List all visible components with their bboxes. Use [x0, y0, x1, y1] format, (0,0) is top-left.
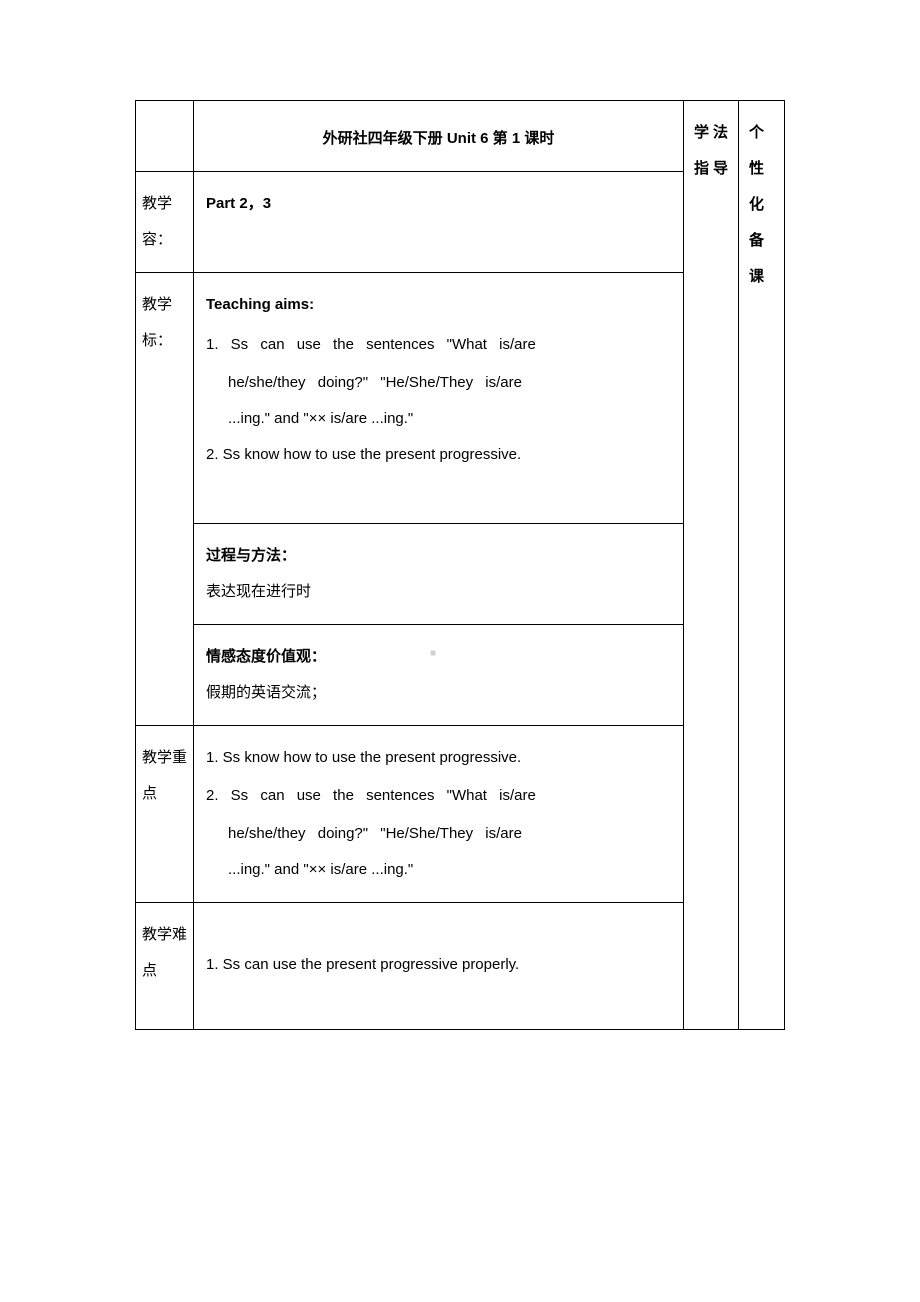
content-label: 教学容：	[136, 172, 194, 273]
key-item2-line2: he/she/they doing?" "He/She/They is/are	[206, 816, 671, 852]
aims-item2: 2. Ss know how to use the present progre…	[206, 437, 671, 473]
aims-item1-line1: 1. Ss can use the sentences "What is/are	[206, 327, 671, 363]
aims-item1-line3: ...ing." and "×× is/are ...ing."	[206, 401, 671, 437]
key-item1: 1. Ss know how to use the present progre…	[206, 740, 671, 776]
aims-item1-line2: he/she/they doing?" "He/She/They is/are	[206, 365, 671, 401]
difficulty-content: 1. Ss can use the present progressive pr…	[194, 903, 684, 1030]
key-item2-line1: 2. Ss can use the sentences "What is/are	[206, 778, 671, 814]
aims-content: Teaching aims: 1. Ss can use the sentenc…	[194, 273, 684, 625]
header-row: 外研社四年级下册 Unit 6 第 1 课时 学法指导 个性化备课	[136, 101, 785, 172]
process-text: 表达现在进行时	[206, 574, 671, 610]
difficulty-item1: 1. Ss can use the present progressive pr…	[206, 947, 671, 983]
content-value: Part 2，3	[194, 172, 684, 273]
notes-column-header: 个性化备课	[739, 101, 785, 1030]
header-title: 外研社四年级下册 Unit 6 第 1 课时	[194, 101, 684, 172]
difficulty-label: 教学难点	[136, 903, 194, 1030]
attitude-text: 假期的英语交流；	[206, 675, 671, 711]
key-label: 教学重点	[136, 726, 194, 903]
process-heading: 过程与方法：	[206, 538, 671, 574]
attitude-content: 情感态度价值观： 假期的英语交流；	[194, 625, 684, 726]
key-item2-line3: ...ing." and "×× is/are ...ing."	[206, 852, 671, 888]
header-empty-cell	[136, 101, 194, 172]
attitude-heading: 情感态度价值观：	[206, 639, 671, 675]
guide-column-header: 学法指导	[684, 101, 739, 1030]
watermark-dot: ■	[430, 648, 438, 659]
key-content: 1. Ss know how to use the present progre…	[194, 726, 684, 903]
aims-heading: Teaching aims:	[206, 287, 671, 323]
aims-label: 教学标：	[136, 273, 194, 726]
lesson-plan-table: 外研社四年级下册 Unit 6 第 1 课时 学法指导 个性化备课 教学容： P…	[135, 100, 785, 1030]
